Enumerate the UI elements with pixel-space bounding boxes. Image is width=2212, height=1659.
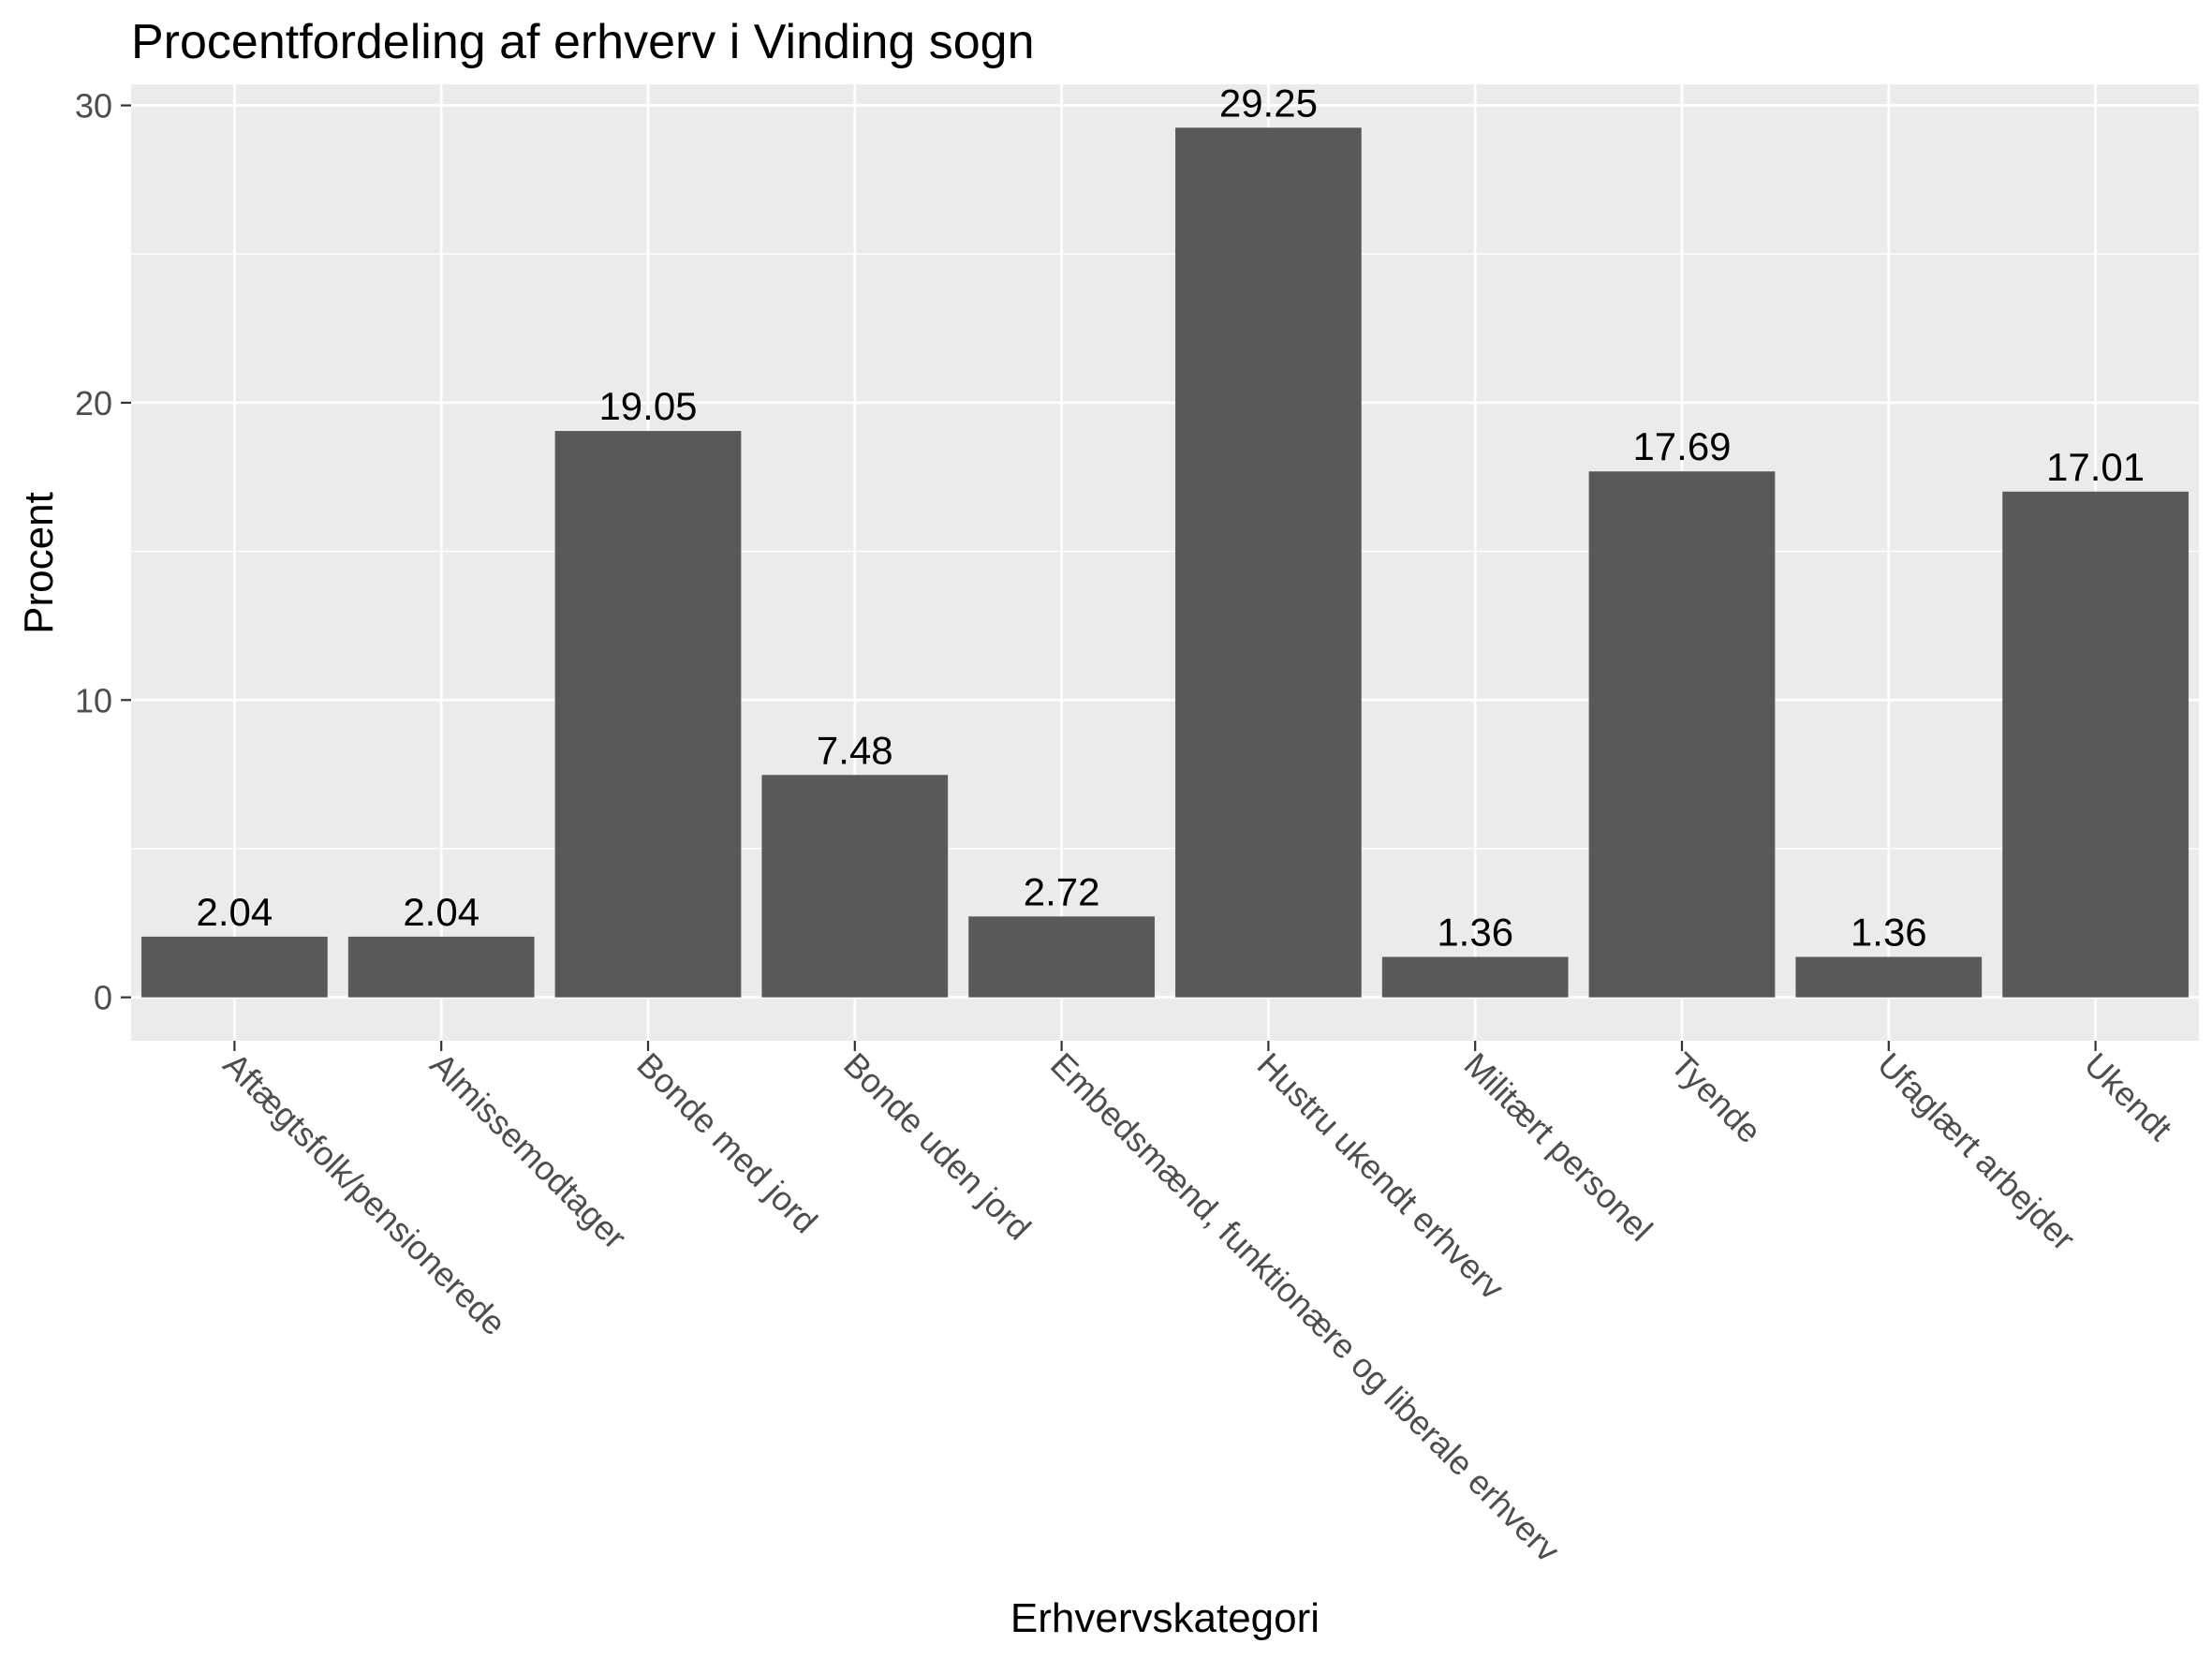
bar-value-label: 2.04 xyxy=(197,890,273,934)
x-tick-label: Ukendt xyxy=(2077,1045,2180,1148)
bar-value-label: 29.25 xyxy=(1219,81,1318,125)
bar-value-label: 2.72 xyxy=(1024,869,1100,913)
bar xyxy=(1795,956,1983,998)
bar xyxy=(761,775,949,998)
x-tick-label: Tyende xyxy=(1663,1045,1768,1150)
bar-value-label: 2.04 xyxy=(403,890,479,934)
bar xyxy=(347,936,535,998)
bars xyxy=(141,127,2189,998)
bar xyxy=(141,936,328,998)
x-axis-title: Erhvervskategori xyxy=(1010,1595,1320,1641)
bar-value-label: 17.69 xyxy=(1632,424,1731,468)
bar-value-label: 17.01 xyxy=(2046,445,2145,489)
bar-value-label: 1.36 xyxy=(1437,910,1513,954)
x-tick-label: Almissemodtager xyxy=(423,1045,635,1257)
bar xyxy=(1175,127,1362,998)
y-tick-label: 10 xyxy=(75,681,112,719)
bar-value-label: 7.48 xyxy=(817,728,893,772)
bar xyxy=(1588,471,1776,998)
x-tick-label: Militært personel xyxy=(1457,1045,1660,1249)
y-axis-title: Procent xyxy=(16,492,62,634)
bar-value-label: 1.36 xyxy=(1851,910,1927,954)
bar xyxy=(2002,491,2189,998)
bar xyxy=(1381,956,1569,998)
x-tick-label: Ufaglært arbejder xyxy=(1870,1045,2083,1258)
x-tick-label: Bonde uden jord xyxy=(836,1045,1039,1248)
bar xyxy=(554,431,742,998)
chart-title: Procentfordeling af erhverv i Vinding so… xyxy=(131,15,1035,69)
y-tick-label: 20 xyxy=(75,384,112,422)
y-tick-label: 0 xyxy=(94,979,112,1017)
y-axis: 0 10 20 30 xyxy=(75,87,131,1017)
x-tick-label: Bonde med jord xyxy=(629,1045,825,1241)
bar-value-label: 19.05 xyxy=(598,384,697,428)
y-tick-label: 30 xyxy=(75,87,112,126)
data-labels: 2.04 2.04 19.05 7.48 2.72 29.25 1.36 17.69 1.36 1… xyxy=(197,81,2146,954)
bar xyxy=(968,916,1155,998)
x-axis: Aftægtsfolk/pensioneredeAlmissemodtagerB… xyxy=(216,1041,2180,1569)
plot-panel xyxy=(131,84,2199,1041)
